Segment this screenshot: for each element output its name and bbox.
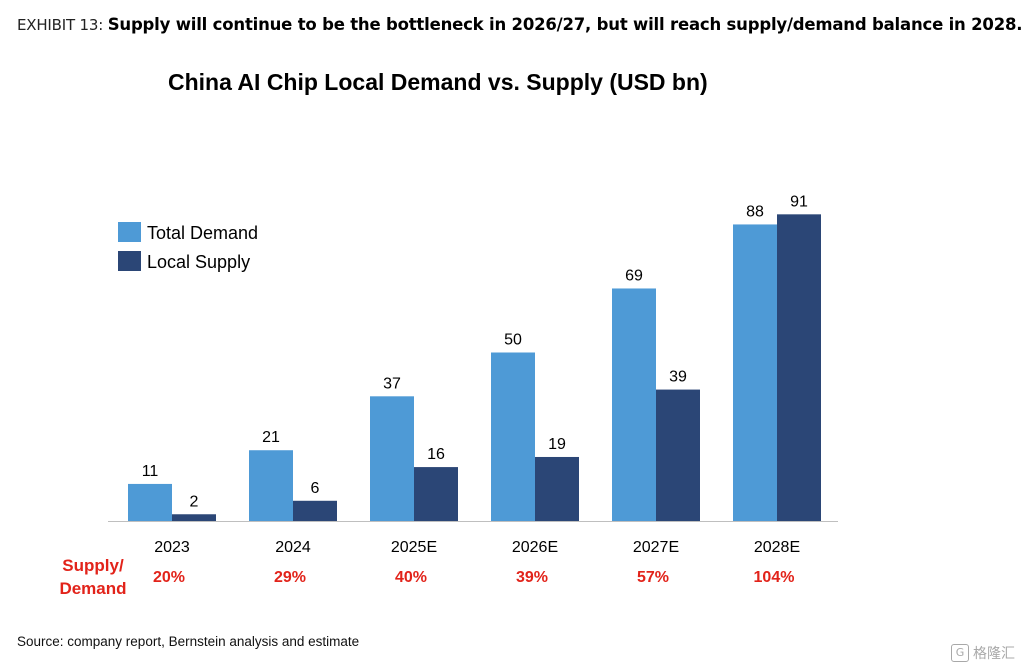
bar-total-demand-2026E [491, 352, 535, 521]
bar-local-supply-2025E [414, 467, 458, 521]
legend-label-local-supply: Local Supply [147, 252, 250, 272]
bar-local-supply-2023 [172, 514, 216, 521]
exhibit-tag: EXHIBIT 13: [17, 16, 104, 34]
ratio-value-2026E: 39% [516, 569, 548, 586]
data-label-local-supply-2024: 6 [311, 480, 320, 497]
data-label-local-supply-2026E: 19 [548, 436, 566, 453]
ratio-label-line2: Demand [59, 579, 126, 598]
data-label-local-supply-2028E: 91 [790, 193, 808, 210]
data-label-local-supply-2027E: 39 [669, 369, 687, 386]
data-label-total-demand-2025E: 37 [383, 375, 401, 392]
watermark-text: 格隆汇 [973, 646, 1015, 662]
x-tick-label-2024: 2024 [275, 539, 311, 556]
bar-total-demand-2027E [612, 288, 656, 521]
data-label-total-demand-2024: 21 [262, 429, 280, 446]
exhibit-headline: Supply will continue to be the bottlenec… [107, 15, 1023, 34]
bar-total-demand-2023 [128, 483, 172, 521]
bar-local-supply-2024 [293, 500, 337, 521]
bar-local-supply-2027E [656, 389, 700, 521]
bar-total-demand-2028E [733, 224, 777, 521]
data-label-total-demand-2028E: 88 [746, 203, 764, 220]
x-tick-label-2026E: 2026E [512, 539, 558, 556]
data-label-local-supply-2025E: 16 [427, 446, 445, 463]
legend-swatch-total-demand [118, 222, 141, 242]
ratio-value-2028E: 104% [754, 569, 795, 586]
chart-title: China AI Chip Local Demand vs. Supply (U… [168, 69, 708, 95]
x-tick-label-2025E: 2025E [391, 539, 437, 556]
data-label-total-demand-2026E: 50 [504, 332, 522, 349]
watermark-logo-icon: G [951, 644, 969, 662]
exhibit-header: EXHIBIT 13: Supply will continue to be t… [17, 14, 1023, 35]
data-label-total-demand-2027E: 69 [625, 267, 643, 284]
ratio-label-line1: Supply/ [62, 556, 124, 575]
x-tick-label-2023: 2023 [154, 539, 190, 556]
data-label-local-supply-2023: 2 [190, 493, 199, 510]
ratio-value-2023: 20% [153, 569, 185, 586]
bar-local-supply-2028E [777, 214, 821, 521]
bar-total-demand-2024 [249, 450, 293, 521]
legend-label-total-demand: Total Demand [147, 223, 258, 243]
data-label-total-demand-2023: 11 [142, 463, 159, 480]
x-tick-label-2027E: 2027E [633, 539, 679, 556]
watermark: G 格隆汇 [951, 643, 1015, 663]
ratio-value-2024: 29% [274, 569, 306, 586]
bar-total-demand-2025E [370, 396, 414, 521]
source-note: Source: company report, Bernstein analys… [17, 634, 360, 649]
bar-local-supply-2026E [535, 456, 579, 521]
ratio-value-2027E: 57% [637, 569, 669, 586]
x-tick-label-2028E: 2028E [754, 539, 800, 556]
legend-swatch-local-supply [118, 251, 141, 271]
ratio-value-2025E: 40% [395, 569, 427, 586]
